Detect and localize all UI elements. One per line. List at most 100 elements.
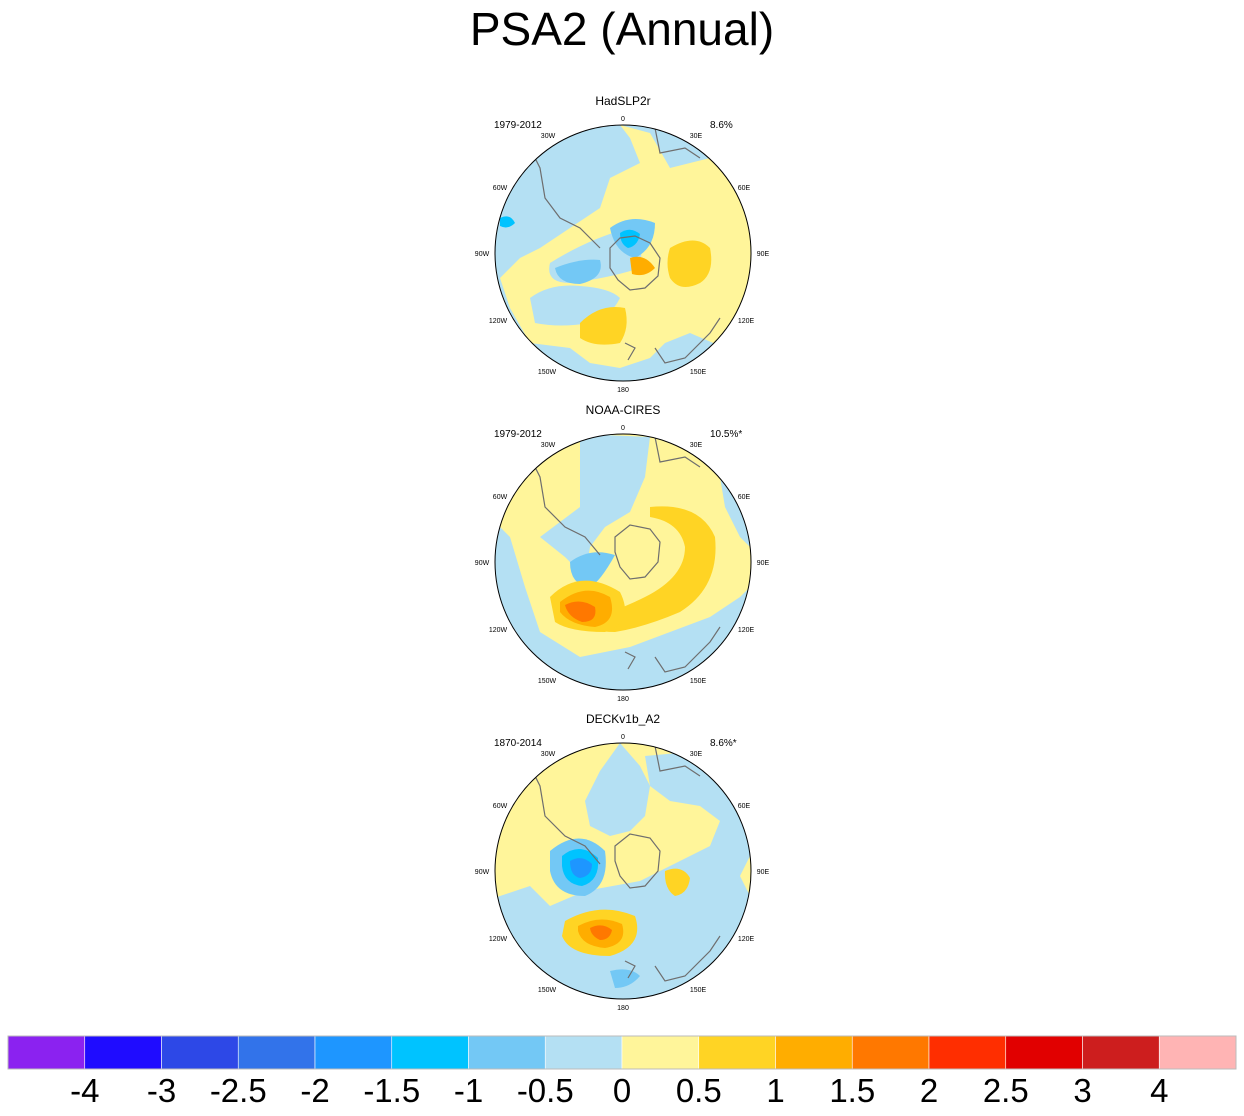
coastline xyxy=(654,626,721,673)
colorbar-tick-label: -3 xyxy=(146,1072,177,1109)
lon-label-top: 0 xyxy=(621,734,625,741)
map-border xyxy=(494,742,752,1000)
lon-label-ssw: 150W xyxy=(538,987,557,994)
field-positive-region xyxy=(630,256,655,276)
coastline xyxy=(529,765,601,865)
colorbar-tick-label: 1 xyxy=(766,1072,785,1109)
colorbar-box xyxy=(928,1035,1007,1070)
colorbar-box xyxy=(544,1035,623,1070)
colorbar-box xyxy=(391,1035,469,1070)
lon-label-wsw: 120W xyxy=(489,627,508,634)
field-negative-region xyxy=(540,434,650,577)
lon-label-nnw: 30W xyxy=(541,751,556,758)
lon-label-nne: 30E xyxy=(690,133,703,140)
coastline xyxy=(654,436,701,468)
coastline xyxy=(624,960,636,979)
coastline xyxy=(654,935,721,982)
field-negative-region xyxy=(495,517,751,690)
field-negative-region xyxy=(610,969,640,988)
panel-variance: 10.5%* xyxy=(710,429,743,440)
map-border xyxy=(494,433,752,691)
coastline xyxy=(654,745,701,777)
colorbar-box xyxy=(1082,1035,1160,1070)
lon-label-wnw: 60W xyxy=(493,185,508,192)
map-border xyxy=(494,124,752,382)
colorbar-tick-label: -2 xyxy=(300,1072,330,1109)
colorbar-box xyxy=(851,1035,930,1070)
field-positive-region xyxy=(580,307,627,345)
lon-label-sse: 150E xyxy=(690,369,707,376)
colorbar-box xyxy=(1005,1035,1083,1070)
colorbar-tick-label: 0.5 xyxy=(675,1072,722,1109)
field-positive-region xyxy=(667,240,712,287)
lon-label-east: 90E xyxy=(757,869,770,876)
colorbar-box xyxy=(698,1035,776,1070)
colorbar-box xyxy=(468,1035,546,1070)
field-negative-region xyxy=(570,858,592,878)
lon-label-ese: 120E xyxy=(738,318,755,325)
lon-label-nne: 30E xyxy=(690,442,703,449)
panel-title: HadSLP2r xyxy=(595,94,651,108)
panel-period: 1979-2012 xyxy=(494,120,542,131)
field-negative-region xyxy=(585,743,650,836)
field-positive-region xyxy=(664,868,690,896)
lon-label-bottom: 180 xyxy=(617,696,629,703)
lon-label-ene: 60E xyxy=(738,494,751,501)
polar-map: 0 30E 60E 90E 120E 150E 180 150W 120W 90… xyxy=(475,425,770,703)
colorbar-box xyxy=(161,1035,239,1070)
lon-label-ssw: 150W xyxy=(538,678,557,685)
lon-label-nnw: 30W xyxy=(541,442,556,449)
colorbar-tick-label: 2 xyxy=(919,1072,939,1109)
panel-deckv1b-a2: DECKv1b_A2 1870-2014 8.6%* 0 30E 60E 90E xyxy=(470,712,776,1012)
colorbar-tick-label: 0 xyxy=(612,1072,632,1109)
lon-label-ssw: 150W xyxy=(538,369,557,376)
field-negative-region xyxy=(500,216,515,228)
colorbar-box xyxy=(1158,1035,1237,1070)
colorbar-frame xyxy=(7,1035,1237,1070)
panel-variance: 8.6% xyxy=(710,120,733,131)
colorbar-box xyxy=(7,1035,86,1070)
panel-period: 1979-2012 xyxy=(494,429,542,440)
panel-title: NOAA-CIRES xyxy=(585,403,661,417)
field-negative-region xyxy=(555,259,601,284)
field-negative-region xyxy=(570,552,615,587)
panel-variance: 8.6%* xyxy=(710,738,737,749)
field-negative-region xyxy=(495,751,751,999)
lon-label-ese: 120E xyxy=(738,936,755,943)
colorbar-tick-label: -0.5 xyxy=(516,1072,574,1109)
lon-label-west: 90W xyxy=(475,560,490,567)
lon-label-ese: 120E xyxy=(738,627,755,634)
field-positive-region xyxy=(565,601,596,622)
coastline xyxy=(529,456,601,556)
lon-label-top: 0 xyxy=(621,116,625,123)
colorbar-box xyxy=(84,1035,162,1070)
lon-label-top: 0 xyxy=(621,425,625,432)
colorbar-tick-label: -2.5 xyxy=(209,1072,267,1109)
lon-label-east: 90E xyxy=(757,251,770,258)
lon-label-wnw: 60W xyxy=(493,803,508,810)
colorbar-tick-label: 1.5 xyxy=(829,1072,876,1109)
panel-hadslp2r: HadSLP2r 1979-2012 8.6% 0 30E 60E 90E 12… xyxy=(470,94,776,394)
field-negative-region xyxy=(620,229,640,248)
lon-label-nne: 30E xyxy=(690,751,703,758)
colorbar-box xyxy=(775,1035,853,1070)
polar-map: 0 30E 60E 90E 120E 150E 180 150W 120W 90… xyxy=(475,116,770,394)
colorbar-tick-label: -1 xyxy=(453,1072,484,1109)
colorbar-box xyxy=(621,1035,700,1070)
coastline xyxy=(624,342,636,361)
field-positive-region xyxy=(590,925,612,940)
lon-label-wnw: 60W xyxy=(493,494,508,501)
field-positive-region xyxy=(580,506,716,632)
polar-map: 0 30E 60E 90E 120E 150E 180 150W 120W 90… xyxy=(475,734,770,1012)
lon-label-west: 90W xyxy=(475,869,490,876)
chart-title: PSA2 (Annual) xyxy=(469,3,775,55)
lon-label-wsw: 120W xyxy=(489,318,508,325)
colorbar xyxy=(7,1035,1237,1070)
colorbar-tick-label: -4 xyxy=(70,1072,100,1109)
colorbar-tick-label: 4 xyxy=(1150,1072,1169,1109)
lon-label-ene: 60E xyxy=(738,185,751,192)
panel-period: 1870-2014 xyxy=(494,738,542,749)
lon-label-bottom: 180 xyxy=(617,1005,629,1012)
lon-label-sse: 150E xyxy=(690,987,707,994)
colorbar-tick-label: -1.5 xyxy=(363,1072,421,1109)
